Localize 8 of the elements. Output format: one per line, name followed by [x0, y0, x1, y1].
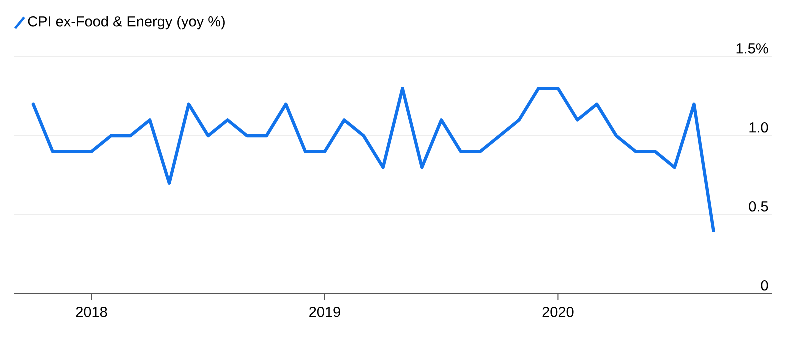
y-tick-label: 1.5%: [736, 44, 768, 54]
y-tick-label: 0: [761, 280, 768, 291]
y-tick-label: 0.5: [749, 202, 768, 212]
x-tick-label: 2018: [76, 307, 108, 318]
legend-label: CPI ex-Food & Energy (yoy %): [28, 16, 225, 30]
y-tick-label: 1.0: [750, 122, 768, 133]
x-tick-label: 2019: [310, 307, 340, 318]
x-tick-label: 2020: [542, 307, 574, 318]
